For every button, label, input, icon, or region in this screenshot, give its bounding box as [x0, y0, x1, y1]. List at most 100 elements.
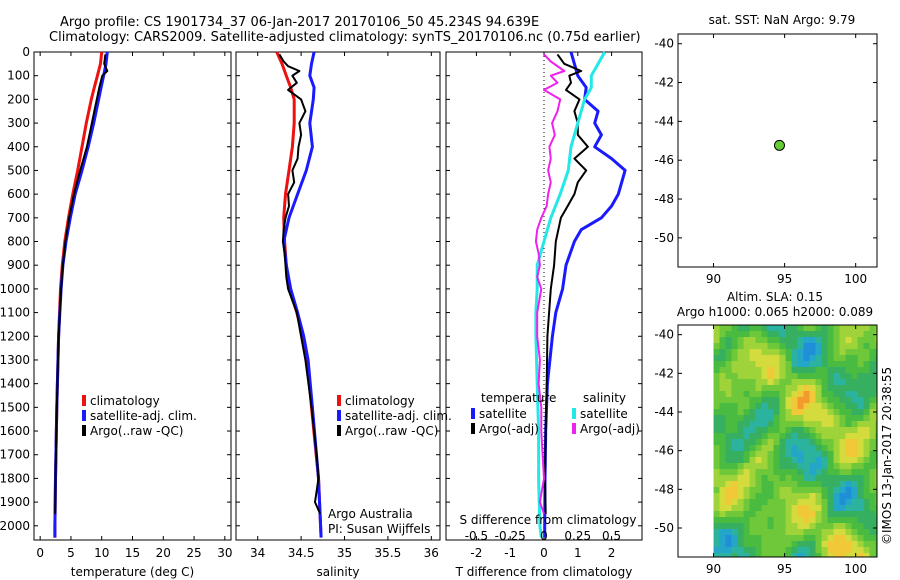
sla-cell [749, 361, 757, 368]
sla-cell [875, 343, 877, 350]
sla-cell [791, 499, 799, 506]
sla-cell [731, 499, 739, 506]
sla-cell [761, 403, 769, 410]
sla-cell [803, 361, 811, 368]
temperature-xtick-label: 25 [186, 546, 201, 560]
sla-cell [719, 535, 727, 542]
sla-cell [821, 373, 829, 380]
sla-cell [749, 427, 757, 434]
sla-cell [827, 403, 835, 410]
sla-cell [857, 421, 865, 428]
sla-cell [767, 337, 775, 344]
sla-cell [791, 409, 799, 416]
sla-cell [755, 337, 763, 344]
sla-cell [827, 541, 835, 548]
sla-cell [851, 463, 859, 470]
sla-cell [809, 409, 817, 416]
sla-cell [761, 331, 769, 338]
sla-cell [863, 427, 871, 434]
sla-cell [845, 505, 853, 512]
sla-cell [845, 397, 853, 404]
sla-cell [863, 511, 871, 518]
sla-cell [809, 475, 817, 482]
sla-cell [761, 433, 769, 440]
sla-cell [773, 325, 781, 332]
sla-cell [767, 355, 775, 362]
sla-cell [797, 397, 805, 404]
sla-cell [845, 409, 853, 416]
sla-cell [773, 445, 781, 452]
sla-cell [773, 469, 781, 476]
sla-cell [719, 325, 727, 332]
sla-cell [767, 391, 775, 398]
sla-cell [863, 379, 871, 386]
sla-cell [857, 379, 865, 386]
sla-cell [731, 493, 739, 500]
sla-cell [749, 493, 757, 500]
temperature-legend-label: Argo(..raw -QC) [90, 424, 183, 438]
sla-cell [737, 349, 745, 356]
sla-cell [719, 529, 727, 536]
sla-cell [863, 457, 871, 464]
sla-cell [785, 343, 793, 350]
sla-cell [773, 355, 781, 362]
sla-cell [773, 511, 781, 518]
sla-cell [791, 349, 799, 356]
sla-cell [839, 415, 847, 422]
sla-cell [737, 463, 745, 470]
sla-cell [839, 445, 847, 452]
sla-cell [803, 427, 811, 434]
sla-cell [833, 349, 841, 356]
sla-cell [803, 391, 811, 398]
sla-cell [797, 523, 805, 530]
sla-cell [755, 331, 763, 338]
sla-cell [815, 493, 823, 500]
sla-cell [803, 493, 811, 500]
sla-cell [857, 409, 865, 416]
depth-tick-label: 600 [7, 187, 30, 201]
sla-cell [767, 349, 775, 356]
sla-cell [731, 511, 739, 518]
sla-cell [749, 409, 757, 416]
sla-cell [791, 481, 799, 488]
sla-cell [773, 487, 781, 494]
sla-cell [719, 349, 727, 356]
sla-cell [767, 397, 775, 404]
sla-cell [827, 397, 835, 404]
sla-cell [875, 379, 877, 386]
sla-cell [761, 475, 769, 482]
sla-cell [725, 427, 733, 434]
sla-cell [749, 379, 757, 386]
sla-cell [863, 367, 871, 374]
sla-cell [869, 373, 877, 380]
sla-cell [827, 337, 835, 344]
sla-cell [833, 325, 841, 332]
sla-cell [743, 535, 751, 542]
sla-cell [719, 427, 727, 434]
sla-cell [773, 541, 781, 548]
sla-cell [875, 523, 877, 530]
sla-cell [803, 385, 811, 392]
sla-cell [827, 325, 835, 332]
sla-cell [797, 403, 805, 410]
sla-cell [767, 529, 775, 536]
sla-cell [743, 499, 751, 506]
sla-cell [761, 529, 769, 536]
sla-cell [809, 415, 817, 422]
sla-cell [743, 361, 751, 368]
sla-cell [863, 529, 871, 536]
sla-cell [857, 415, 865, 422]
depth-tick-label: 1800 [0, 471, 30, 485]
sla-cell [851, 331, 859, 338]
sla-cell [761, 343, 769, 350]
sla-cell [755, 523, 763, 530]
sla-cell [845, 547, 853, 554]
sla-cell [725, 325, 733, 332]
sla-cell [773, 349, 781, 356]
sla-cell [767, 367, 775, 374]
sla-cell [737, 439, 745, 446]
sla-cell [761, 517, 769, 524]
sla-cell [815, 373, 823, 380]
sla-cell [869, 427, 877, 434]
sla-cell [821, 553, 829, 557]
